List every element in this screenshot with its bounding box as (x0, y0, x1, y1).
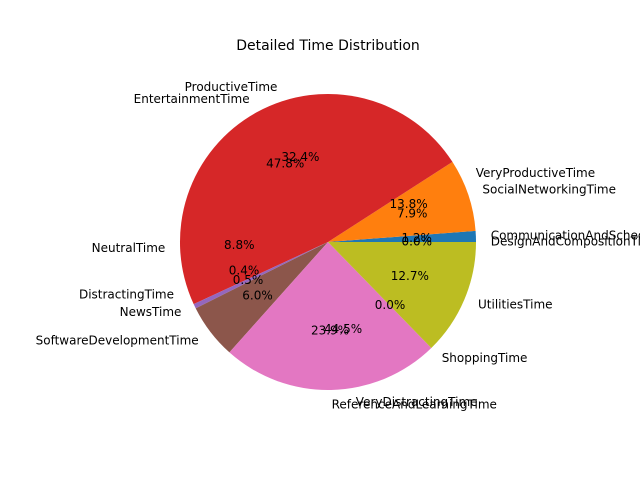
slice-label-shopping-time: ShoppingTime (442, 351, 528, 365)
slice-label-software-development-time: SoftwareDevelopmentTime (36, 334, 199, 348)
slice-label-entertainment-time: EntertainmentTime (134, 92, 250, 106)
pie-slice-social-networking-time (328, 161, 476, 242)
pct-label-entertainment-time: 47.8% (266, 157, 304, 171)
pie-slice-reference-and-learning-time (229, 242, 432, 391)
slice-label-reference-and-learning-time: ReferenceAndLearningTime (332, 397, 497, 411)
pct-label-news-time: 0.5% (233, 273, 264, 287)
slice-label-social-networking-time: SocialNetworkingTime (482, 183, 616, 197)
pct-label-social-networking-time: 7.9% (397, 206, 428, 220)
pct-label-very-distracting-time: 44.5% (324, 322, 362, 336)
chart-title: Detailed Time Distribution (236, 38, 420, 54)
pie-slice-software-development-time (195, 242, 328, 353)
slices-layer (179, 93, 476, 391)
slice-label-communication-and-scheduling-time: CommunicationAndSchedulingTime (491, 228, 640, 242)
slice-label-neutral-time: NeutralTime (92, 241, 166, 255)
labels-layer: CommunicationAndSchedulingTime 1.2% Social… (36, 80, 640, 411)
pie-slice-communication-and-scheduling-time (328, 230, 476, 242)
pie-slice-news-time (193, 242, 328, 309)
pct-label-utilities-time: 12.7% (391, 269, 429, 283)
slice-label-distracting-time: DistractingTime (79, 287, 174, 301)
pct-label-communication-and-scheduling-time: 1.2% (401, 231, 432, 245)
pct-label-reference-and-learning-time: 23.9% (311, 323, 349, 337)
slice-label-news-time: NewsTime (120, 305, 182, 319)
pct-label-neutral-time: 8.8% (224, 238, 255, 252)
slice-label-very-productive-time: VeryProductiveTime (476, 166, 595, 180)
pie-slice-utilities-time (328, 242, 476, 348)
pct-label-very-productive-time: 13.8% (390, 197, 428, 211)
pct-label-distracting-time: 0.4% (229, 263, 260, 277)
pct-label-productive-time: 32.4% (281, 150, 319, 164)
pct-label-shopping-time: 0.0% (375, 298, 406, 312)
pct-label-software-development-time: 6.0% (242, 289, 273, 303)
slice-label-very-distracting-time: VeryDistractingTime (356, 395, 478, 409)
pct-label-design-and-composition-time: 0.0% (402, 235, 433, 249)
pie-slice-entertainment-time (179, 93, 453, 305)
slice-label-design-and-composition-time: DesignAndCompositionTime (491, 235, 640, 249)
slice-label-productive-time: ProductiveTime (185, 80, 278, 94)
slice-label-utilities-time: UtilitiesTime (478, 298, 553, 312)
